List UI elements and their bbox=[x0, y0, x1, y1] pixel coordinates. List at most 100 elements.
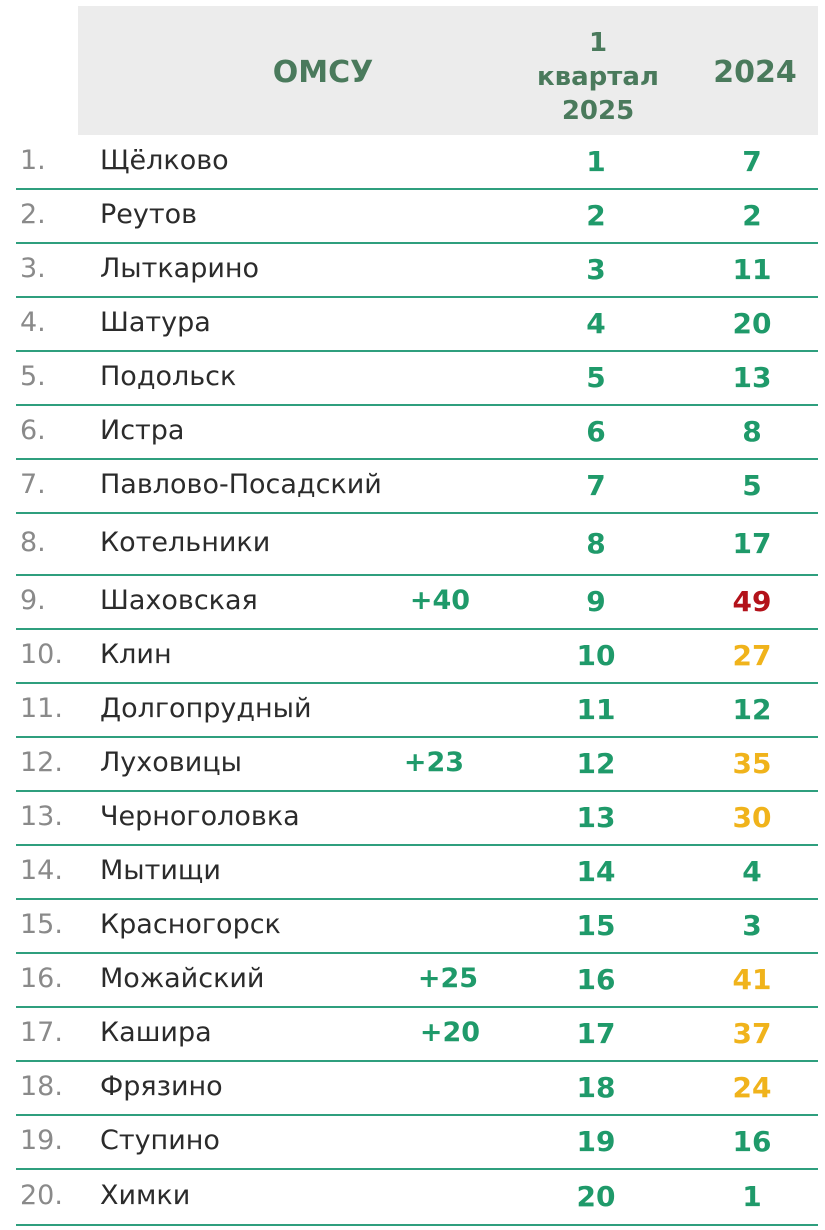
table-row: 11. Долгопрудный 11 12 bbox=[16, 684, 818, 738]
row-quarter-rank: 17 bbox=[576, 1017, 616, 1050]
table-row: 17. Кашира +20 17 37 bbox=[16, 1008, 818, 1062]
row-name: Лыткарино bbox=[100, 253, 260, 284]
row-year-rank: 1 bbox=[742, 1180, 762, 1213]
row-year-rank: 4 bbox=[742, 855, 762, 888]
table-row: 7. Павлово-Посадский 7 5 bbox=[16, 460, 818, 514]
row-year-rank: 12 bbox=[732, 693, 772, 726]
row-year-rank: 30 bbox=[732, 801, 772, 834]
row-year-rank: 8 bbox=[742, 415, 762, 448]
row-quarter-rank: 10 bbox=[576, 639, 616, 672]
row-name: Котельники bbox=[100, 527, 271, 558]
row-rank: 2. bbox=[20, 199, 46, 230]
row-quarter-rank: 7 bbox=[586, 469, 606, 502]
row-name: Подольск bbox=[100, 361, 237, 392]
row-quarter-rank: 8 bbox=[586, 527, 606, 560]
header-year: 2024 bbox=[713, 55, 797, 90]
row-delta: +25 bbox=[417, 963, 479, 994]
row-year-rank: 49 bbox=[732, 585, 772, 618]
row-rank: 18. bbox=[20, 1071, 63, 1102]
row-delta: +23 bbox=[403, 747, 465, 778]
row-name: Шатура bbox=[100, 307, 211, 338]
row-rank: 3. bbox=[20, 253, 46, 284]
row-name: Мытищи bbox=[100, 855, 221, 886]
row-year-rank: 16 bbox=[732, 1125, 772, 1158]
table-header: ОМСУ 1 квартал 2025 2024 bbox=[78, 6, 818, 135]
row-year-rank: 37 bbox=[732, 1017, 772, 1050]
table-row: 2. Реутов 2 2 bbox=[16, 190, 818, 244]
table-row: 9. Шаховская +40 9 49 bbox=[16, 576, 818, 630]
row-rank: 19. bbox=[20, 1125, 63, 1156]
ranking-table-body: 1. Щёлково 1 7 2. Реутов 2 2 3. Лыткарино 3 11 4. Шат… bbox=[0, 136, 825, 1226]
row-quarter-rank: 2 bbox=[586, 199, 606, 232]
row-year-rank: 35 bbox=[732, 747, 772, 780]
table-row: 16. Можайский +25 16 41 bbox=[16, 954, 818, 1008]
table-row: 5. Подольск 5 13 bbox=[16, 352, 818, 406]
row-quarter-rank: 12 bbox=[576, 747, 616, 780]
row-name: Черноголовка bbox=[100, 801, 300, 832]
row-name: Можайский bbox=[100, 963, 265, 994]
row-year-rank: 41 bbox=[732, 963, 772, 996]
row-quarter-rank: 6 bbox=[586, 415, 606, 448]
row-year-rank: 27 bbox=[732, 639, 772, 672]
row-rank: 6. bbox=[20, 415, 46, 446]
row-rank: 14. bbox=[20, 855, 63, 886]
row-quarter-rank: 4 bbox=[586, 307, 606, 340]
row-name: Щёлково bbox=[100, 145, 229, 176]
table-row: 10. Клин 10 27 bbox=[16, 630, 818, 684]
row-year-rank: 13 bbox=[732, 361, 772, 394]
table-row: 4. Шатура 4 20 bbox=[16, 298, 818, 352]
row-quarter-rank: 11 bbox=[576, 693, 616, 726]
header-quarter-line2: квартал bbox=[537, 62, 659, 92]
table-row: 12. Луховицы +23 12 35 bbox=[16, 738, 818, 792]
row-year-rank: 17 bbox=[732, 527, 772, 560]
table-row: 15. Красногорск 15 3 bbox=[16, 900, 818, 954]
row-rank: 12. bbox=[20, 747, 63, 778]
table-row: 20. Химки 20 1 bbox=[16, 1170, 818, 1226]
row-rank: 7. bbox=[20, 469, 46, 500]
row-rank: 17. bbox=[20, 1017, 63, 1048]
row-name: Химки bbox=[100, 1180, 191, 1211]
row-name: Реутов bbox=[100, 199, 198, 230]
row-quarter-rank: 19 bbox=[576, 1125, 616, 1158]
header-quarter-line1: 1 bbox=[588, 28, 608, 58]
row-year-rank: 2 bbox=[742, 199, 762, 232]
row-rank: 1. bbox=[20, 145, 46, 176]
row-name: Фрязино bbox=[100, 1071, 223, 1102]
table-row: 13. Черноголовка 13 30 bbox=[16, 792, 818, 846]
row-name: Шаховская bbox=[100, 585, 258, 616]
row-rank: 4. bbox=[20, 307, 46, 338]
table-row: 14. Мытищи 14 4 bbox=[16, 846, 818, 900]
row-rank: 16. bbox=[20, 963, 63, 994]
table-row: 19. Ступино 19 16 bbox=[16, 1116, 818, 1170]
header-quarter-line3: 2025 bbox=[561, 96, 635, 126]
row-rank: 11. bbox=[20, 693, 63, 724]
header-omsu: ОМСУ bbox=[272, 55, 374, 90]
row-year-rank: 20 bbox=[732, 307, 772, 340]
row-quarter-rank: 1 bbox=[586, 145, 606, 178]
row-name: Кашира bbox=[100, 1017, 212, 1048]
row-year-rank: 3 bbox=[742, 909, 762, 942]
table-row: 3. Лыткарино 3 11 bbox=[16, 244, 818, 298]
row-delta: +40 bbox=[409, 585, 471, 616]
row-rank: 13. bbox=[20, 801, 63, 832]
row-year-rank: 5 bbox=[742, 469, 762, 502]
row-quarter-rank: 20 bbox=[576, 1180, 616, 1213]
row-year-rank: 7 bbox=[742, 145, 762, 178]
row-quarter-rank: 13 bbox=[576, 801, 616, 834]
row-rank: 5. bbox=[20, 361, 46, 392]
row-quarter-rank: 9 bbox=[586, 585, 606, 618]
row-quarter-rank: 16 bbox=[576, 963, 616, 996]
row-year-rank: 24 bbox=[732, 1071, 772, 1104]
row-name: Клин bbox=[100, 639, 172, 670]
row-quarter-rank: 18 bbox=[576, 1071, 616, 1104]
row-rank: 10. bbox=[20, 639, 63, 670]
row-quarter-rank: 5 bbox=[586, 361, 606, 394]
row-name: Красногорск bbox=[100, 909, 281, 940]
row-quarter-rank: 3 bbox=[586, 253, 606, 286]
row-name: Ступино bbox=[100, 1125, 220, 1156]
table-row: 1. Щёлково 1 7 bbox=[16, 136, 818, 190]
row-quarter-rank: 14 bbox=[576, 855, 616, 888]
row-rank: 9. bbox=[20, 585, 46, 616]
table-row: 8. Котельники 8 17 bbox=[16, 514, 818, 576]
row-name: Истра bbox=[100, 415, 185, 446]
